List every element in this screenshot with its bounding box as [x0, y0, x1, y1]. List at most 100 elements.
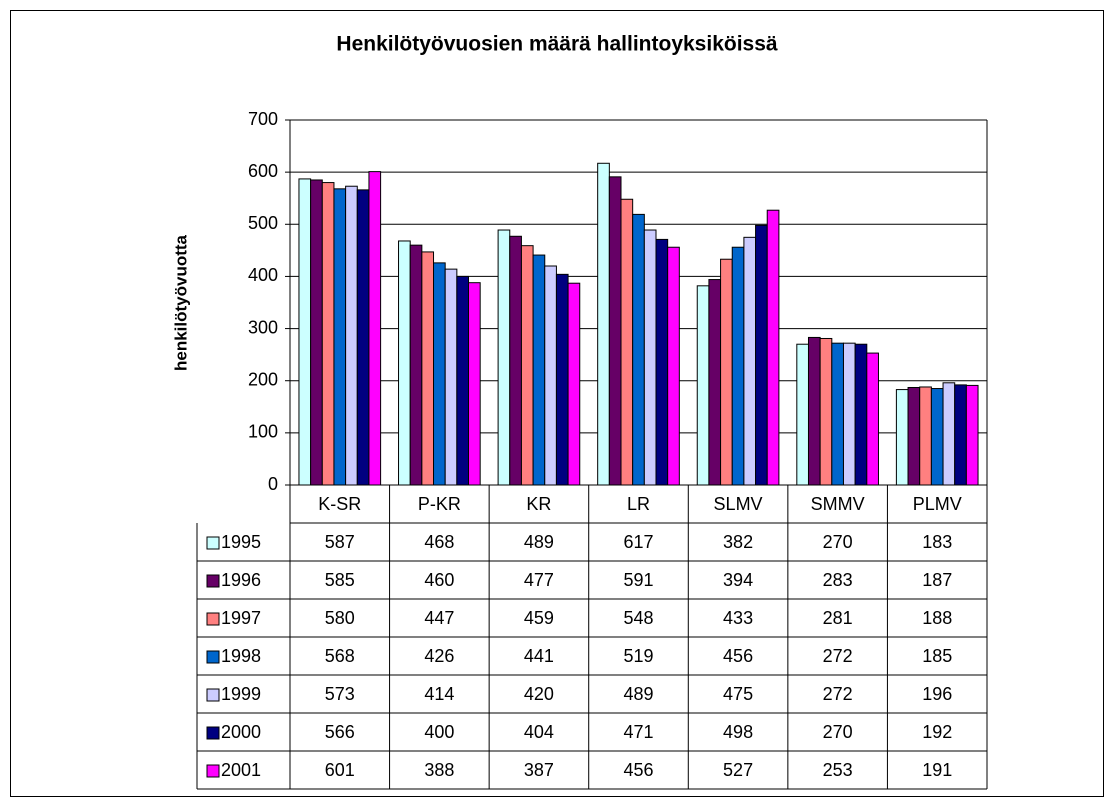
table-value: 272 — [823, 684, 853, 704]
y-tick-label: 600 — [248, 161, 278, 181]
bar — [895, 389, 909, 486]
y-tick-label: 200 — [248, 369, 278, 389]
x-tick-label: KR — [526, 494, 551, 514]
table-value: 272 — [823, 646, 853, 666]
table-value: 489 — [524, 532, 554, 552]
x-tick-label: PLMV — [913, 494, 962, 514]
table-value: 414 — [424, 684, 454, 704]
table-value: 388 — [424, 760, 454, 780]
table-value: 477 — [524, 570, 554, 590]
table-value: 591 — [623, 570, 653, 590]
table-value: 187 — [922, 570, 952, 590]
bar — [731, 246, 745, 486]
y-tick-label: 400 — [248, 265, 278, 285]
legend-swatch — [206, 536, 220, 550]
x-tick-label: P-KR — [418, 494, 461, 514]
table-value: 587 — [325, 532, 355, 552]
table-value: 568 — [325, 646, 355, 666]
bar — [866, 352, 879, 486]
table-value: 498 — [723, 722, 753, 742]
x-tick-label: SLMV — [714, 494, 763, 514]
x-tick-label: LR — [627, 494, 650, 514]
bar — [555, 273, 569, 486]
bar — [321, 182, 335, 486]
table-value: 471 — [623, 722, 653, 742]
y-tick-label: 300 — [248, 317, 278, 337]
table-value: 456 — [623, 760, 653, 780]
bar — [620, 198, 634, 486]
y-axis-label: henkilötyövuotta — [171, 234, 190, 371]
bar — [708, 279, 722, 486]
bar — [433, 262, 446, 486]
table-value: 382 — [723, 532, 753, 552]
bar — [954, 384, 967, 486]
table-value: 270 — [823, 532, 853, 552]
bar — [655, 238, 669, 486]
table-value: 601 — [325, 760, 355, 780]
table-value: 185 — [922, 646, 952, 666]
bar — [696, 285, 710, 486]
bar — [409, 244, 423, 486]
legend-swatch — [206, 764, 220, 778]
table-value: 400 — [424, 722, 454, 742]
table-value: 270 — [823, 722, 853, 742]
x-tick-label: SMMV — [811, 494, 865, 514]
legend-label: 1995 — [221, 532, 261, 552]
table-value: 475 — [723, 684, 753, 704]
bar — [919, 386, 932, 486]
table-value: 548 — [623, 608, 653, 628]
bar — [444, 268, 458, 486]
table-value: 456 — [723, 646, 753, 666]
x-tick-label: K-SR — [318, 494, 361, 514]
chart-title: Henkilötyövuosien määrä hallintoyksiköis… — [336, 33, 777, 56]
table-value: 447 — [424, 608, 454, 628]
legend-label: 2001 — [221, 760, 261, 780]
table-value: 566 — [325, 722, 355, 742]
y-tick-label: 700 — [248, 109, 278, 129]
table-value: 617 — [623, 532, 653, 552]
legend-label: 1997 — [221, 608, 261, 628]
table-value: 433 — [723, 608, 753, 628]
table-value: 387 — [524, 760, 554, 780]
table-value: 585 — [325, 570, 355, 590]
legend-swatch — [206, 726, 220, 740]
table-value: 183 — [922, 532, 952, 552]
bar — [421, 251, 435, 486]
bar — [842, 342, 856, 486]
table-value: 420 — [524, 684, 554, 704]
table-value: 404 — [524, 722, 554, 742]
bar — [632, 213, 645, 486]
table-value: 394 — [723, 570, 753, 590]
bar — [509, 235, 522, 486]
table-value: 191 — [922, 760, 952, 780]
legend-swatch — [206, 650, 220, 664]
bar — [345, 185, 358, 486]
table-value: 489 — [623, 684, 653, 704]
table-value: 519 — [623, 646, 653, 666]
bar — [456, 275, 470, 486]
bar — [942, 382, 956, 486]
legend-label: 1996 — [221, 570, 261, 590]
bar — [965, 384, 979, 486]
bar — [544, 265, 557, 486]
legend-label: 1998 — [221, 646, 261, 666]
table-value: 580 — [325, 608, 355, 628]
bar — [532, 254, 546, 486]
bar — [597, 162, 610, 486]
table-value: 460 — [424, 570, 454, 590]
bar — [766, 209, 780, 486]
table-value: 196 — [922, 684, 952, 704]
table-value: 192 — [922, 722, 952, 742]
table-value: 527 — [723, 760, 753, 780]
table-value: 426 — [424, 646, 454, 666]
table-value: 281 — [823, 608, 853, 628]
table-value: 441 — [524, 646, 554, 666]
bar — [333, 188, 347, 486]
table-value: 573 — [325, 684, 355, 704]
y-tick-label: 500 — [248, 213, 278, 233]
legend-label: 2000 — [221, 722, 261, 742]
bar — [930, 388, 944, 486]
legend-swatch — [206, 612, 220, 626]
table-value: 459 — [524, 608, 554, 628]
bar — [643, 229, 657, 486]
